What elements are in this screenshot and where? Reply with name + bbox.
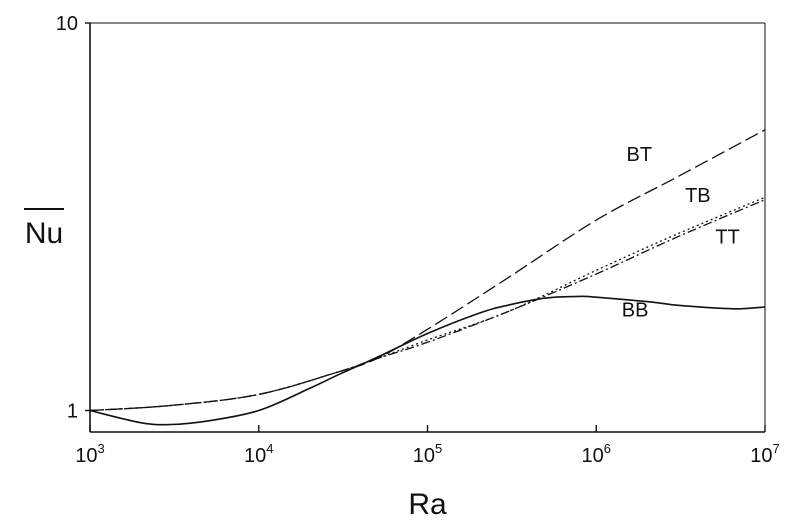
series-label-tt: TT (715, 226, 739, 248)
series-line-bb (89, 295, 766, 426)
series-layer (89, 129, 766, 426)
series-line-tt (89, 199, 766, 412)
x-axis-label: Ra (408, 488, 447, 521)
y-axis-ticks: 1 10 (56, 13, 90, 422)
y-axis-label: Nu (25, 217, 63, 250)
series-label-bb: BB (622, 299, 649, 321)
x-tick-label: 107 (750, 441, 779, 467)
x-tick-label: 103 (75, 441, 104, 467)
x-tick-label: 105 (413, 441, 442, 467)
x-tick-label: 106 (582, 441, 611, 467)
series-label-tb: TB (685, 185, 711, 207)
series-line-bt (89, 129, 766, 412)
x-tick-label: 104 (244, 441, 273, 467)
y-tick-label: 10 (56, 13, 78, 35)
series-label-bt: BT (627, 144, 653, 166)
y-tick-label: 1 (67, 400, 78, 422)
plot-area (89, 22, 766, 433)
x-axis-ticks: 103 104 105 106 107 (75, 425, 780, 467)
